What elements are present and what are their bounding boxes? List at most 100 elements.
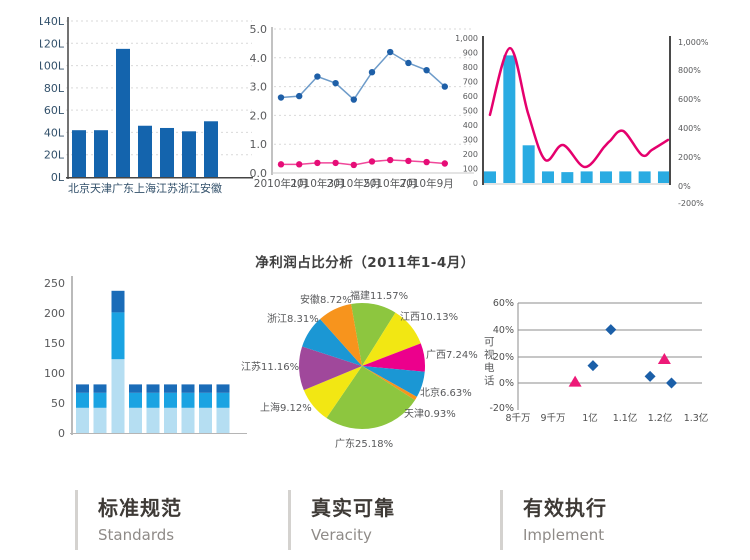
data-point: [387, 48, 394, 56]
bar-segment: [76, 392, 89, 408]
feature-subtitle: Standards: [98, 526, 175, 544]
axis-label: 上海: [134, 181, 156, 195]
bar: [580, 171, 593, 183]
scatter-point-diamond: [644, 370, 656, 382]
axis-label: 北京: [68, 181, 90, 195]
axis-label: 600: [463, 92, 478, 101]
bar-segment: [129, 392, 142, 408]
axis-label: 200%: [678, 153, 701, 162]
bar-segment: [199, 384, 212, 393]
axis-label: 8千万: [505, 413, 530, 424]
feature-title: 有效执行: [523, 496, 607, 520]
data-point: [423, 66, 430, 74]
axis-label: 浙江: [178, 182, 200, 195]
bar: [657, 171, 670, 183]
bar: [561, 172, 574, 183]
stacked-bar-svg: 0 50 100 150 200 250: [44, 276, 247, 440]
feature-subtitle: Veracity: [311, 526, 372, 544]
bar-segment: [93, 407, 107, 433]
pie-slice-label: 广东25.18%: [335, 439, 394, 450]
pie-chart-title: 净利润占比分析（2011年1-4月）: [255, 255, 475, 271]
bar: [116, 48, 130, 177]
feature-standards: 标准规范 Standards: [75, 490, 268, 550]
data-point: [314, 73, 321, 80]
bar: [94, 130, 108, 177]
axis-label: 200: [463, 150, 478, 159]
axis-label: 400: [463, 121, 478, 130]
bar-segment: [199, 407, 212, 433]
axis-label: 40%: [493, 325, 514, 336]
pie-slice-label: 福建11.57%: [350, 291, 409, 302]
data-point: [277, 94, 285, 101]
pie-slice: [362, 366, 425, 397]
bar: [160, 127, 174, 177]
combo-svg: 0 100 200 300 400 500 600 700 800 900 1,000 1,000% 8…: [455, 34, 709, 208]
chart-stacked-bar: 0 50 100 150 200 250: [25, 262, 255, 454]
bar-segment: [199, 392, 212, 408]
axis-label: 2010年1月: [254, 177, 308, 190]
bars: [72, 48, 218, 177]
bar: [503, 55, 516, 183]
axis-label: -20%: [489, 403, 514, 414]
chart-net-profit-pie: 净利润占比分析（2011年1-4月） 福建11.57% 江西10.13% 广西7.2…: [240, 245, 490, 475]
axis-label: 60%: [493, 298, 514, 309]
region-bar-svg: 0L 20L 40L 60L 80L 100L 120L 140L 北京 天津 广东 上海 江苏 浙江 安徽: [40, 15, 253, 195]
bar-segment: [164, 407, 177, 433]
pie-slice: [362, 366, 417, 401]
axis-label: 80L: [44, 82, 65, 95]
axis-label: 20L: [44, 149, 65, 162]
data-point: [314, 159, 321, 167]
axis-label: 800%: [678, 66, 701, 75]
bar: [619, 171, 632, 183]
axis-label: 0.0: [250, 167, 268, 180]
line-series: [280, 51, 446, 101]
data-point: [423, 158, 430, 166]
bar: [522, 145, 535, 183]
data-point: [368, 69, 376, 76]
chart-combo-bar-line: 0 100 200 300 400 500 600 700 800 900 1,000 1,000% 8…: [450, 0, 750, 222]
pie-slice-label: 浙江8.31%: [267, 314, 319, 325]
axis-label: 800: [463, 63, 478, 72]
feature-veracity: 真实可靠 Veracity: [288, 490, 481, 550]
axis-label: 9千万: [540, 413, 565, 424]
bar-segment: [111, 359, 125, 433]
axis-label: 1亿: [582, 412, 598, 424]
axis-label: 60L: [44, 104, 65, 117]
data-point: [405, 59, 412, 67]
axis-label: 5.0: [250, 23, 268, 36]
axis-label: 2010年5月: [327, 177, 381, 190]
axis-label: 150: [44, 337, 65, 350]
axis-label: 100L: [40, 60, 65, 73]
scatter-y-axis-title: 可视电话: [484, 336, 495, 387]
chart-videophone-scatter: 可视电话 60% 40% 20% 0% -20% 8千万 9千万 1亿 1.1亿 1.2亿 1.3亿: [480, 268, 750, 433]
bar-segment: [181, 392, 195, 408]
feature-implement: 有效执行 Implement: [500, 490, 693, 550]
axis-label: 100: [463, 165, 478, 174]
axis-label: 1.1亿: [613, 412, 638, 424]
axis-label: 700: [463, 78, 478, 87]
axis-label: 0%: [678, 182, 691, 191]
axis-label: -200%: [678, 199, 704, 208]
bar-segment: [93, 392, 107, 408]
scatter-point-triangle: [568, 375, 582, 387]
chart-region-bar: 0L 20L 40L 60L 80L 100L 120L 140L 北京 天津 广东 上海 江苏 浙江 安徽: [40, 5, 255, 202]
bar-segment: [216, 407, 230, 433]
axis-label: 600%: [678, 95, 701, 104]
bar-segment: [111, 312, 125, 360]
axis-label: 1,000: [455, 34, 478, 43]
pie-slice-label: 江西10.13%: [400, 312, 459, 323]
data-point: [405, 157, 412, 165]
data-point: [350, 161, 357, 169]
scatter-point-triangle: [657, 352, 671, 364]
axis-label: 120L: [40, 37, 65, 50]
bar-segment: [181, 407, 195, 433]
data-point: [350, 96, 357, 103]
pie-slice: [320, 303, 362, 366]
axis-label: 4.0: [250, 52, 268, 65]
data-point: [332, 159, 339, 167]
bar-segment: [146, 392, 160, 408]
pie-slice: [299, 346, 362, 391]
pie-slice-label: 天津0.93%: [404, 409, 456, 420]
bar-segment: [76, 384, 89, 393]
data-point: [296, 161, 303, 168]
